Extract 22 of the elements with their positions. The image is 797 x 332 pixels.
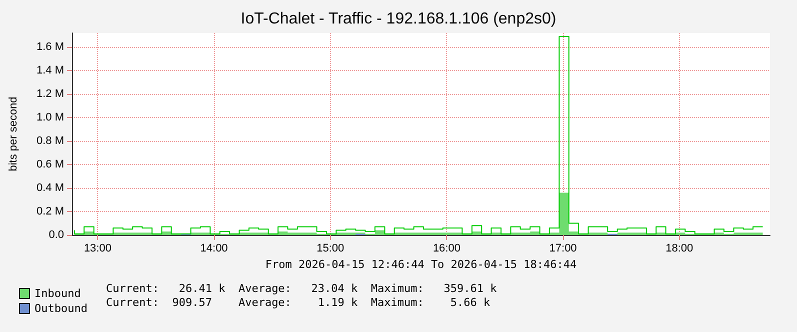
y-tick-label: 1.4 M [36,64,64,77]
x-tick-label: 17:00 [549,242,577,254]
x-tick-label: 14:00 [200,242,228,254]
x-tick-label: 16:00 [432,242,460,254]
y-tick-label: 1.0 M [36,112,64,124]
y-tick-label: 1.6 M [36,41,64,54]
y-tick-label: 0.0 [48,229,64,241]
x-tick-label: 15:00 [316,242,344,254]
y-tick-label: 0.6 M [36,158,64,171]
legend-label: Outbound [34,302,88,315]
chart-title: IoT-Chalet - Traffic - 192.168.1.106 (enp2s0) [240,10,556,28]
y-tick-label: 0.4 M [36,182,64,194]
y-tick-label: 0.8 M [36,135,64,148]
y-axis-title: bits per second [8,96,20,172]
y-tick-label: 1.2 M [36,88,64,100]
text: Current: 909.57 Average: 1.19 k Maximum: 5.66 k [106,296,490,309]
y-tick-label: 0.2 M [36,206,64,218]
legend-label: Inbound [34,287,81,300]
x-axis-title: From 2026-04-15 12:46:44 To 2026-04-15 18:46:44 [265,258,578,271]
x-tick-label: 13:00 [84,242,112,254]
text: Current: 26.41 k Average: 23.04 k Maximum: 359.61 k [106,282,498,295]
x-tick-label: 18:00 [666,242,694,254]
